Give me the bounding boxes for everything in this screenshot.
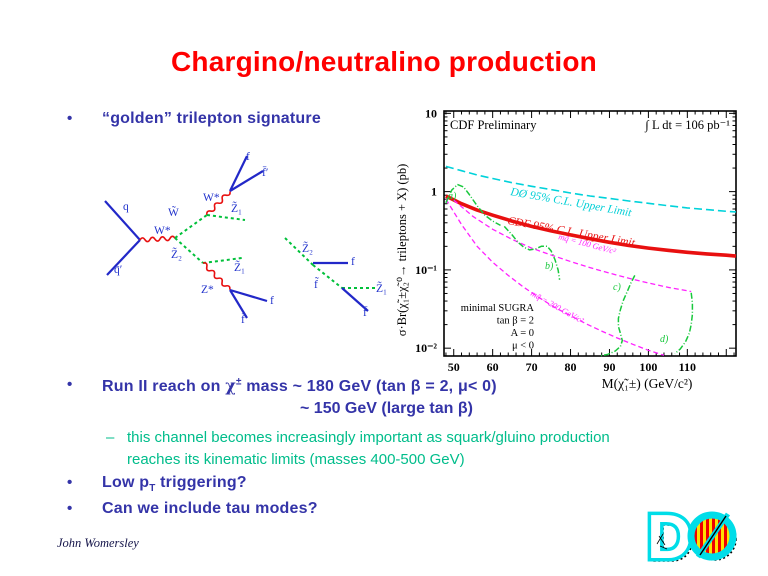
particle-label: Z̃₂ [302,241,313,255]
curve-label: mq̃ = 200 GeV/c² [529,288,586,326]
particle-label: W̃ [168,205,179,219]
chi-symbol: χ [225,376,236,395]
bullet-golden-trilepton: • “golden” trilepton signature [60,110,321,128]
logo-event-scribble [656,533,668,550]
particle-label: W* [154,225,171,237]
fermion-line [229,155,248,192]
particle-label: f [351,256,355,268]
curve-cdf-upper-limit [445,194,737,258]
chargino-line [174,214,208,239]
bullet-3-label: Low pT triggering? [102,474,247,495]
logo-letter-d: D [647,506,692,570]
sub-bullet: – this channel becomes increasingly impo… [106,429,610,446]
bullet-icon: • [67,110,73,127]
particle-label: f̄ [363,305,368,319]
sugra-parameters: μ < 0 [512,341,534,352]
particle-label: f [246,151,250,163]
plot-frame [443,110,737,357]
x-tick-label: 100 [639,360,657,374]
dzero-logo: D D [644,500,758,576]
luminosity-label: ∫ L dt = 106 pb⁻¹ [644,118,730,133]
author-credit: John Womersley [57,536,139,550]
antifermion-line [229,289,248,319]
curve-label: a) [448,191,457,202]
bullet-4-label: Can we include tau modes? [102,500,318,517]
bullet-1-label: “golden” trilepton signature [102,110,321,127]
neutralino1-line [202,257,243,264]
curve-label: b) [545,261,554,272]
x-tick-label: 110 [679,360,696,374]
curve-label: d) [660,334,669,345]
particle-label: Z̃₁ [231,201,242,215]
particle-label: f̄ [241,312,246,326]
cdf-preliminary-label: CDF Preliminary [450,118,537,132]
neutralino2-line [174,237,204,264]
page-title: Chargino/neutralino production [171,46,597,77]
y-tick-label: 10 [425,106,437,120]
y-tick-label: 1 [431,185,437,199]
feynman-diagram: q q̄′ W* W̃ Z̃₂ W* f f̄′ Z̃₁ Z̃₁ Z* f f̄ Z̃₂ f f̃ Z̃₁ f̄ [68,146,398,333]
particle-label: Z* [201,284,214,296]
bullet-icon: • [67,474,73,491]
x-axis-label: M(χ̃₁±) (GeV/c²) [602,376,693,391]
curve-label: c) [613,282,621,293]
feynman-labels: qq̄′W*W̃Z̃₂W*ff̄′Z̃₁Z̃₁Z*ff̄Z̃₂ff̃ Z̃₁f̄ [114,151,387,326]
bullet-icon: • [67,500,73,517]
particle-label: q̄′ [114,264,122,276]
sub-bullet-line2: reaches its kinematic limits (masses 400… [127,451,465,468]
particle-label: f [270,295,274,307]
x-tick-label: 60 [487,360,499,374]
sugra-parameters: A = 0 [511,328,534,339]
particle-label: Z̃₁ [234,260,245,274]
logo-shadow-d: D [650,506,695,570]
quark-line [104,200,141,241]
bullet-low-pt: • Low pT triggering? [60,474,247,494]
y-tick-label: 10⁻² [415,341,437,355]
dash-icon: – [106,429,115,446]
curve-dzero-upper-limit [445,165,737,213]
zstar-propagator [202,262,231,290]
antiquark-line [106,239,141,276]
curve-label: DØ 95% C.L. Upper Limit [508,186,633,219]
cdf-limit-plot: 50 60 70 80 90 100 110 10 1 10⁻¹ 10⁻² M(χ̃₁±) (GeV/… [392,98,762,399]
antifermion-line [341,287,369,312]
y-tick-label: 10⁻¹ [415,263,437,277]
bullet-2-label: Run II reach on χ± mass ~ 180 GeV (tan β… [102,376,497,395]
logo-letter-o [687,511,737,561]
wstar-propagator [139,235,176,243]
bullet-run2-reach: • Run II reach on χ± mass ~ 180 GeV (tan… [60,376,497,396]
logo-slash-line [699,515,727,556]
sub-bullet-line1: this channel becomes increasingly import… [127,429,610,446]
x-tick-label: 80 [565,360,577,374]
x-tick-label: 90 [603,360,615,374]
x-tick-label: 70 [526,360,538,374]
neutralino2-line [284,237,314,266]
bullet-icon: • [67,376,73,393]
curve-msquark-200 [445,198,665,356]
x-tick-label: 50 [448,360,460,374]
particle-label: W* [203,192,220,204]
sugra-parameters: tan β = 2 [497,316,534,327]
particle-label: Z̃₂ [171,247,182,261]
particle-label: f̃ [314,276,319,291]
sfermion-line [312,264,343,289]
curve-theory-a [445,183,501,227]
particle-label: q [123,201,129,213]
wstar2-propagator [206,191,231,216]
fermion-line [229,288,268,303]
curve-theory-d [674,292,694,355]
curve-msquark-100 [453,199,692,293]
y-axis-label: σ·Br(χ̃₁±χ̃₂⁰→ trileptons + X) (pb) [395,164,409,337]
antifermion-line [229,170,264,192]
particle-label: f̄′ [262,165,268,179]
neutralino1-line [206,214,246,221]
particle-label: Z̃₁ [376,281,387,295]
curve-theory-b [503,225,561,280]
bullet-2-line2: ~ 150 GeV (large tan β) [300,400,473,417]
bullet-tau-modes: • Can we include tau modes? [60,500,318,518]
curve-theory-c [599,275,636,357]
sugra-parameters: minimal SUGRA [461,303,535,314]
